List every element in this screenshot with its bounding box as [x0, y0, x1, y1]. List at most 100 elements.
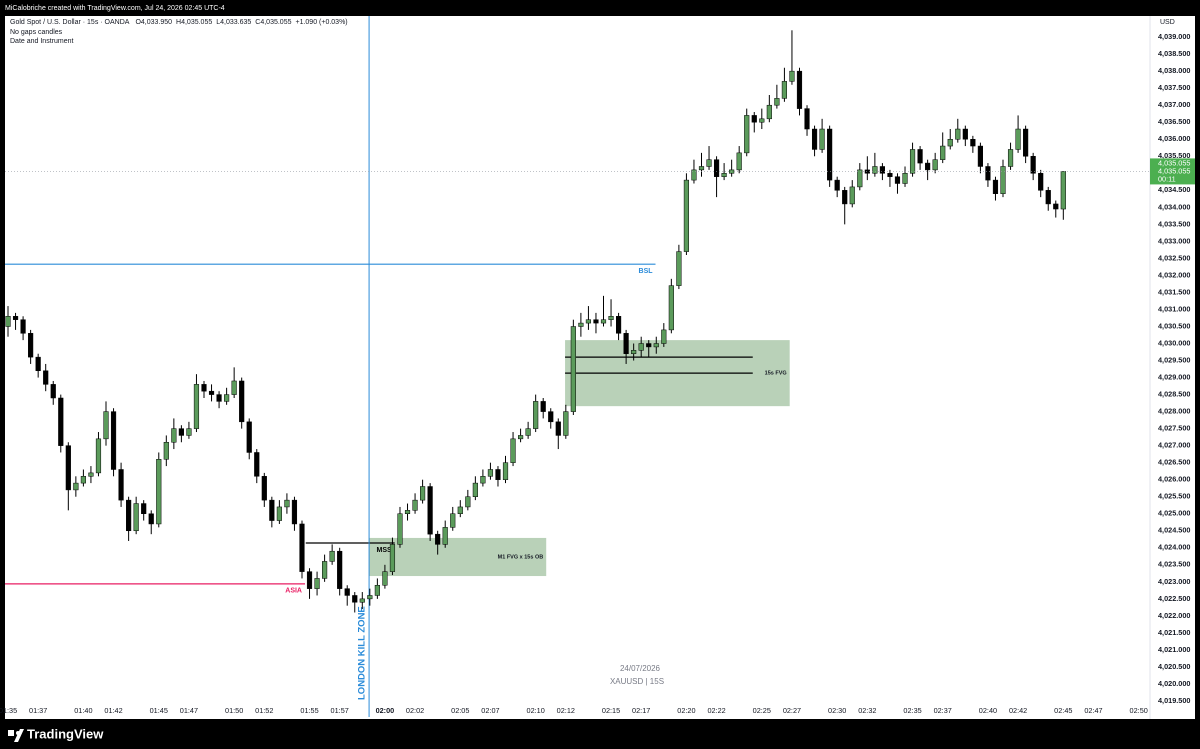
candle-body [593, 319, 599, 324]
candle-body [834, 179, 840, 191]
y-tick-label: 4,021.500 [1158, 628, 1190, 637]
candle-body [1045, 190, 1051, 205]
candle-body [480, 476, 486, 484]
candle-body [35, 356, 41, 372]
candle-body [1060, 171, 1066, 210]
ohlc-label: C4,035.055 [255, 19, 291, 26]
x-tick-label: 02:30 [828, 706, 846, 715]
x-tick-label: 02:40 [979, 706, 997, 715]
x-tick-label: 01:40 [74, 706, 92, 715]
candle-body [495, 469, 501, 480]
candle-body [631, 350, 637, 354]
y-tick-label: 4,029.000 [1158, 372, 1190, 381]
candle-body [344, 588, 350, 596]
x-tick-label: 01:42 [104, 706, 122, 715]
chart-title: Gold Spot / U.S. Dollar · 15s · OANDA [10, 19, 130, 26]
x-tick-label: 01:45 [150, 706, 168, 715]
candle-body [955, 128, 961, 140]
y-tick-label: 4,027.500 [1158, 424, 1190, 433]
candle-body [329, 550, 335, 562]
candle-body [306, 571, 313, 589]
drawing-label: LONDON KILL ZONE [357, 606, 368, 700]
y-tick-label: 4,039.000 [1158, 32, 1190, 41]
drawing-label: 15s FVG [765, 371, 787, 377]
candle-body [95, 438, 102, 474]
candle-body [80, 476, 86, 484]
top-bar-text: MiCalobriche created with TradingView.co… [5, 5, 225, 12]
candle-body [977, 145, 983, 167]
candle-body [442, 527, 448, 545]
drawing-label: M1 FVG x 15s OB [498, 554, 544, 560]
x-tick-label: 02:02 [406, 706, 424, 715]
drawing-label: MSS [377, 547, 393, 554]
candle-body [864, 169, 870, 174]
x-tick-label: 02:37 [934, 706, 952, 715]
candle-body [178, 428, 184, 436]
x-tick-label: 01:50 [225, 706, 243, 715]
change-label: +1.090 (+0.03%) [295, 19, 347, 26]
y-tick-label: 4,023.500 [1158, 560, 1190, 569]
x-tick-label: 02:12 [557, 706, 575, 715]
candle-body [141, 503, 147, 514]
candle-body [774, 98, 780, 106]
candle-body [894, 176, 901, 184]
watermark: XAUUSD | 15S [610, 677, 664, 686]
candle-body [50, 384, 56, 399]
last-price-label: 4,035.055 [1158, 158, 1190, 167]
y-tick-label: 4,020.500 [1158, 662, 1190, 671]
y-tick-label: 4,029.500 [1158, 355, 1190, 364]
candle-body [827, 128, 833, 181]
candle-body [171, 428, 177, 443]
candle-body [126, 499, 132, 532]
x-tick-label: 02:00 [376, 706, 395, 715]
candle-body [638, 343, 644, 351]
candle-body [721, 173, 727, 177]
candle-body [261, 476, 267, 501]
x-tick-label: 01:55 [300, 706, 318, 715]
candle-body [518, 435, 524, 440]
candle-body [224, 394, 230, 402]
y-tick-label: 4,022.500 [1158, 594, 1190, 603]
candle-body [58, 397, 64, 446]
candle-body [691, 169, 697, 181]
candle-body [465, 496, 471, 508]
candle-body [811, 128, 818, 150]
y-tick-label: 4,037.500 [1158, 83, 1190, 92]
candle-body [789, 70, 795, 82]
x-tick-label: 02:07 [481, 706, 499, 715]
last-price-label: 4,035.055 [1158, 166, 1190, 175]
y-tick-label: 4,034.500 [1158, 185, 1190, 194]
candle-body [118, 469, 124, 501]
candle-body [698, 166, 705, 171]
candle-body [736, 152, 742, 171]
candle-body [804, 108, 810, 130]
candle-body [985, 166, 991, 181]
candle-body [420, 486, 426, 501]
y-tick-label: 4,021.000 [1158, 645, 1190, 654]
y-tick-label: 4,031.000 [1158, 304, 1190, 313]
candle-body [239, 380, 245, 423]
candle-body [842, 190, 848, 205]
candle-body [412, 499, 418, 511]
x-tick-label: 01:35 [0, 706, 17, 715]
candle-body [676, 251, 682, 286]
candle-body [585, 319, 592, 324]
y-tick-label: 4,031.500 [1158, 287, 1190, 296]
candle-body [163, 442, 169, 460]
candle-body [548, 411, 554, 423]
candle-body [1038, 173, 1044, 191]
candle-body [600, 319, 607, 324]
drawing-label: ASIA [285, 588, 302, 595]
candle-body [615, 316, 622, 334]
x-tick-label: 02:47 [1084, 706, 1102, 715]
candle-body [759, 118, 765, 123]
x-tick-label: 02:15 [602, 706, 620, 715]
candle-body [940, 145, 946, 160]
y-tick-label: 4,027.000 [1158, 441, 1190, 450]
candle-body [133, 503, 139, 532]
candle-body [1007, 149, 1014, 167]
y-tick-label: 4,026.000 [1158, 475, 1190, 484]
y-tick-label: 4,020.000 [1158, 679, 1190, 688]
